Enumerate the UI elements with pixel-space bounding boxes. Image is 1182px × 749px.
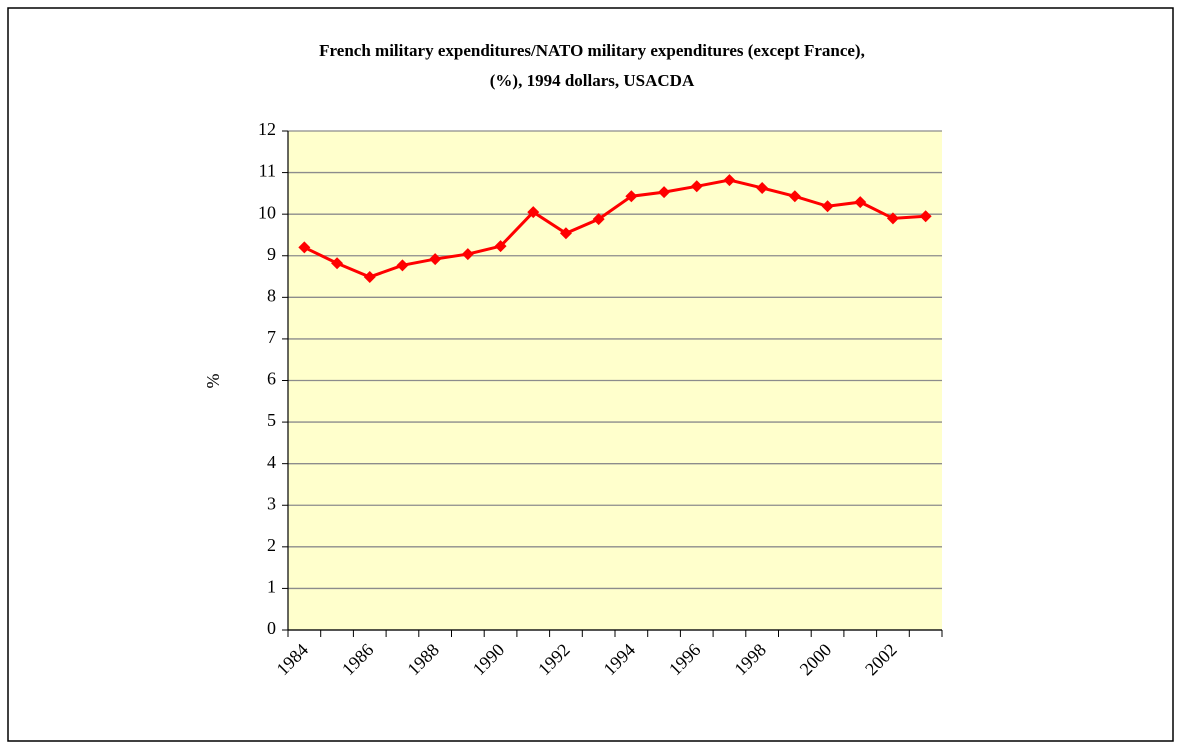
marker	[854, 196, 867, 209]
marker	[886, 212, 899, 225]
marker	[690, 180, 703, 193]
y-axis-label: %	[203, 374, 223, 389]
y-tick-label: 9	[267, 244, 276, 264]
line	[303, 178, 926, 279]
y-tick-label: 12	[258, 119, 276, 139]
marker	[429, 253, 442, 266]
chart-title: French military expenditures/NATO milita…	[319, 41, 865, 60]
marker	[559, 227, 572, 240]
marker	[788, 190, 801, 203]
y-tick-label: 8	[267, 285, 276, 305]
chart-title: (%), 1994 dollars, USACDA	[490, 71, 695, 90]
y-tick-label: 5	[267, 410, 276, 430]
marker	[396, 259, 409, 272]
marker	[494, 240, 507, 253]
y-tick-label: 7	[267, 327, 276, 347]
y-tick-label: 2	[267, 535, 276, 555]
marker	[331, 257, 344, 270]
marker	[756, 181, 769, 194]
marker	[625, 190, 638, 203]
y-tick-label: 10	[258, 202, 276, 222]
y-tick-label: 6	[267, 369, 276, 389]
y-tick-label: 4	[267, 452, 276, 472]
marker	[461, 248, 474, 261]
marker	[592, 213, 605, 226]
y-tick-label: 1	[267, 577, 276, 597]
marker	[363, 270, 376, 283]
marker	[298, 241, 311, 254]
marker	[919, 210, 932, 223]
marker	[821, 200, 834, 213]
y-tick-label: 11	[259, 161, 276, 181]
y-tick-label: 0	[267, 618, 276, 638]
marker	[723, 174, 736, 187]
marker	[658, 186, 671, 199]
y-tick-label: 3	[267, 493, 276, 513]
marker	[527, 206, 540, 219]
